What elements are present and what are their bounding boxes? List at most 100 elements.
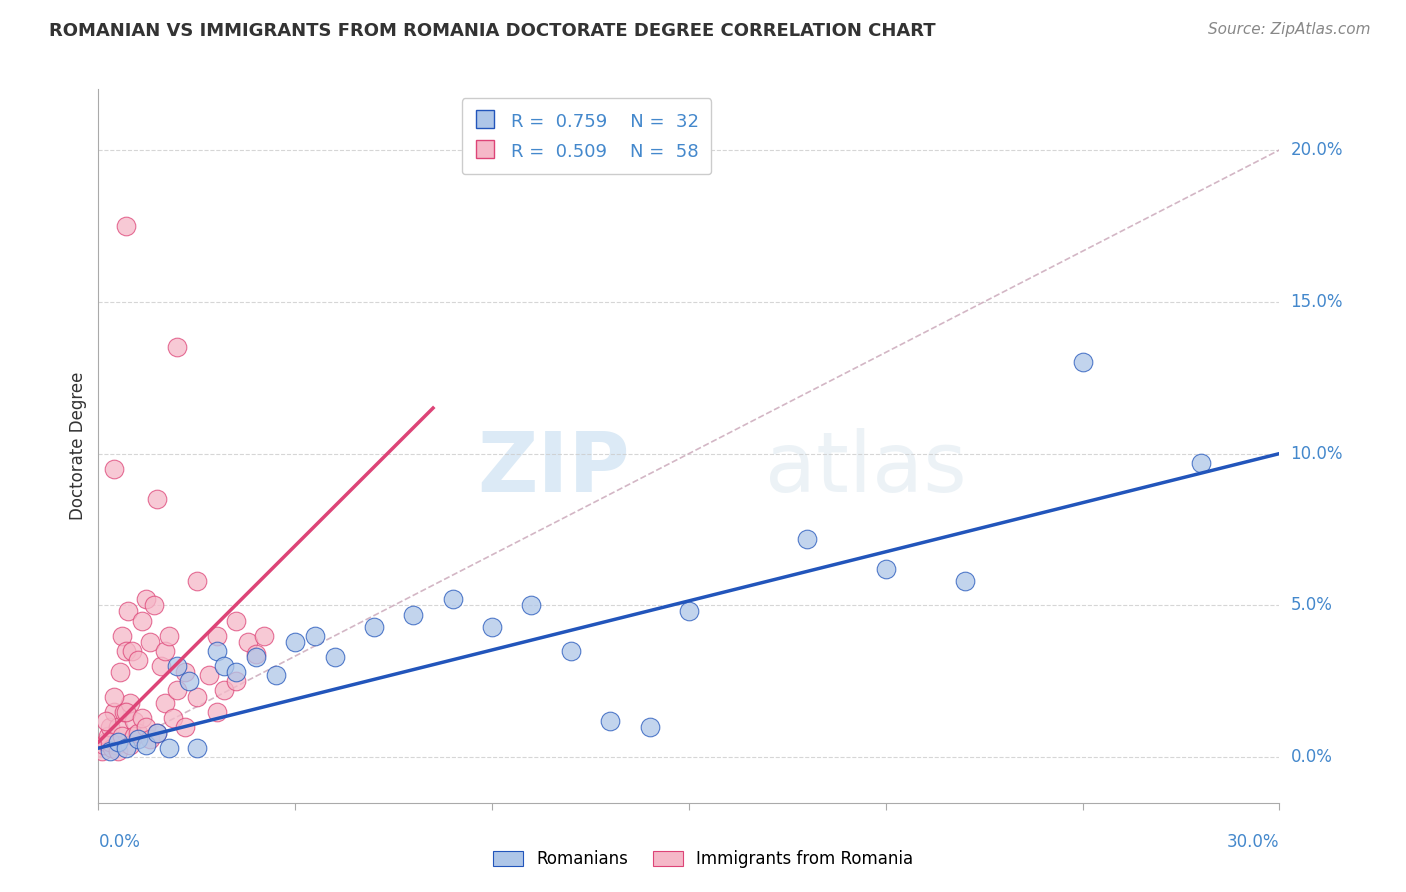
Point <box>162 711 184 725</box>
Point <box>115 219 138 233</box>
Point <box>481 620 503 634</box>
Point <box>118 696 141 710</box>
Point <box>103 705 125 719</box>
Text: ZIP: ZIP <box>478 428 630 509</box>
Text: Source: ZipAtlas.com: Source: ZipAtlas.com <box>1208 22 1371 37</box>
Point <box>186 574 208 588</box>
Point <box>323 650 346 665</box>
Point <box>166 340 188 354</box>
Point <box>103 690 125 704</box>
Text: 30.0%: 30.0% <box>1227 833 1279 851</box>
Point <box>138 635 160 649</box>
Point <box>638 720 661 734</box>
Point <box>214 659 236 673</box>
Point <box>122 714 145 728</box>
Point <box>97 729 120 743</box>
Point <box>225 614 247 628</box>
Point <box>245 647 267 661</box>
Point <box>96 714 118 728</box>
Text: 5.0%: 5.0% <box>1291 597 1333 615</box>
Point <box>304 629 326 643</box>
Text: 10.0%: 10.0% <box>1291 444 1343 463</box>
Text: atlas: atlas <box>765 428 967 509</box>
Point <box>245 650 267 665</box>
Point <box>225 674 247 689</box>
Point <box>205 705 228 719</box>
Point <box>105 738 128 752</box>
Point <box>111 729 134 743</box>
Point <box>98 720 121 734</box>
Point <box>135 592 157 607</box>
Point <box>953 574 976 588</box>
Point <box>402 607 425 622</box>
Point <box>236 635 259 649</box>
Point <box>264 668 287 682</box>
Point <box>177 674 200 689</box>
Point <box>127 726 149 740</box>
Legend: Romanians, Immigrants from Romania: Romanians, Immigrants from Romania <box>486 844 920 875</box>
Text: 15.0%: 15.0% <box>1291 293 1343 310</box>
Point <box>225 665 247 680</box>
Point <box>197 668 219 682</box>
Point <box>174 720 197 734</box>
Y-axis label: Doctorate Degree: Doctorate Degree <box>69 372 87 520</box>
Point <box>441 592 464 607</box>
Point <box>91 744 114 758</box>
Point <box>146 492 169 507</box>
Point <box>146 726 169 740</box>
Text: ROMANIAN VS IMMIGRANTS FROM ROMANIA DOCTORATE DEGREE CORRELATION CHART: ROMANIAN VS IMMIGRANTS FROM ROMANIA DOCT… <box>49 22 936 40</box>
Point <box>107 720 129 734</box>
Point <box>93 738 115 752</box>
Point <box>98 735 121 749</box>
Point <box>155 696 177 710</box>
Point <box>135 738 157 752</box>
Point <box>166 683 188 698</box>
Point <box>115 644 138 658</box>
Point <box>112 705 135 719</box>
Point <box>363 620 385 634</box>
Point <box>115 705 138 719</box>
Point <box>155 644 177 658</box>
Point <box>96 735 118 749</box>
Point <box>117 605 139 619</box>
Legend: R =  0.759    N =  32, R =  0.509    N =  58: R = 0.759 N = 32, R = 0.509 N = 58 <box>461 98 711 174</box>
Point <box>205 644 228 658</box>
Text: 0.0%: 0.0% <box>98 833 141 851</box>
Point <box>678 605 700 619</box>
Point <box>186 741 208 756</box>
Point <box>875 562 897 576</box>
Point <box>142 599 165 613</box>
Point <box>118 738 141 752</box>
Point <box>103 462 125 476</box>
Point <box>599 714 621 728</box>
Point <box>107 735 129 749</box>
Point <box>520 599 543 613</box>
Point <box>121 644 143 658</box>
Point <box>157 629 180 643</box>
Point <box>796 532 818 546</box>
Point <box>205 629 228 643</box>
Point <box>1071 355 1094 369</box>
Point <box>166 659 188 673</box>
Point <box>131 614 153 628</box>
Point <box>157 741 180 756</box>
Point <box>122 729 145 743</box>
Point <box>284 635 307 649</box>
Point <box>1189 456 1212 470</box>
Text: 20.0%: 20.0% <box>1291 141 1343 159</box>
Point <box>98 744 121 758</box>
Point <box>138 732 160 747</box>
Point <box>174 665 197 680</box>
Point <box>107 744 129 758</box>
Point <box>186 690 208 704</box>
Point <box>127 732 149 747</box>
Point <box>131 711 153 725</box>
Point <box>108 665 131 680</box>
Point <box>253 629 276 643</box>
Point <box>214 683 236 698</box>
Text: 0.0%: 0.0% <box>1291 748 1333 766</box>
Point <box>150 659 173 673</box>
Point <box>115 741 138 756</box>
Point <box>101 741 124 756</box>
Point <box>111 629 134 643</box>
